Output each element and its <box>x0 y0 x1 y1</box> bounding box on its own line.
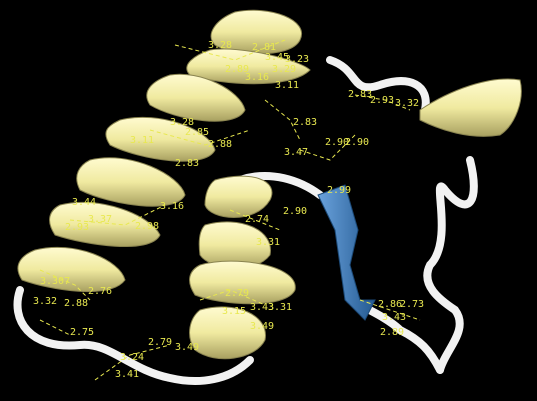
distance-label: 3.49 <box>250 321 274 332</box>
distance-label: 2.88 <box>64 298 88 309</box>
distance-label: 3.31 <box>268 302 292 313</box>
distance-labels: 3.28 2.81 3.45 3.23 2.89 3.29 3.16 3.11 … <box>33 40 424 380</box>
distance-label: 2.93 <box>370 95 394 106</box>
distance-label: 3.16 <box>245 72 269 83</box>
coil-1 <box>326 56 430 114</box>
distance-label: 2.74 <box>245 214 269 225</box>
distance-label: 2.75 <box>70 327 94 338</box>
distance-label: 3.24 <box>120 352 144 363</box>
beta-strand <box>317 184 376 321</box>
distance-label: 2.99 <box>327 185 351 196</box>
distance-label: 3.28 <box>208 40 232 51</box>
distance-label: 3.29 <box>272 64 296 75</box>
distance-label: 2.89 <box>380 327 404 338</box>
distance-label: 3.11 <box>275 80 299 91</box>
distance-label: 2.90 <box>325 137 349 148</box>
distance-label: 2.90 <box>283 206 307 217</box>
helix-1 <box>17 9 311 292</box>
distance-label: 2.89 <box>225 64 249 75</box>
distance-label: 2.79 <box>148 337 172 348</box>
distance-label: 3.47 <box>284 147 308 158</box>
distance-label: 3.32 <box>395 98 419 109</box>
distance-label: 3.31 <box>256 237 280 248</box>
distance-label: 2.79 <box>225 288 249 299</box>
distance-label: 3.32 <box>33 296 57 307</box>
distance-label: 3.41 <box>115 369 139 380</box>
distance-label: 2.90 <box>345 137 369 148</box>
distance-label: 3.45 <box>265 52 289 63</box>
distance-label: 3.44 <box>72 197 96 208</box>
distance-label: 2.93 <box>65 222 89 233</box>
distance-label: 2.85 <box>185 127 209 138</box>
distance-label: 3.23 <box>285 54 309 65</box>
distance-label: 3.37 <box>88 214 112 225</box>
distance-label: 3.16 <box>160 201 184 212</box>
distance-label: 3.28 <box>170 117 194 128</box>
distance-label: 3.43 <box>382 312 406 323</box>
distance-label: 3.43 <box>250 302 274 313</box>
coil-3 <box>13 286 254 385</box>
distance-label: 3.307 <box>40 276 70 287</box>
coil-2 <box>423 156 478 374</box>
distance-label: 3.49 <box>175 342 199 353</box>
distance-label: 2.98 <box>135 221 159 232</box>
helix-3 <box>419 78 522 137</box>
distance-label: 2.83 <box>348 89 372 100</box>
hbond-lines <box>39 39 421 381</box>
distance-label: 2.73 <box>400 299 424 310</box>
distance-label: 2.83 <box>175 158 199 169</box>
distance-label: 3.15 <box>222 306 246 317</box>
helix-2 <box>189 175 296 360</box>
distance-label: 3.11 <box>130 135 154 146</box>
distance-label: 2.81 <box>252 42 276 53</box>
distance-label: 2.76 <box>88 286 112 297</box>
distance-label: 2.86 <box>378 299 402 310</box>
distance-label: 2.88 <box>208 139 232 150</box>
distance-label: 2.83 <box>293 117 317 128</box>
